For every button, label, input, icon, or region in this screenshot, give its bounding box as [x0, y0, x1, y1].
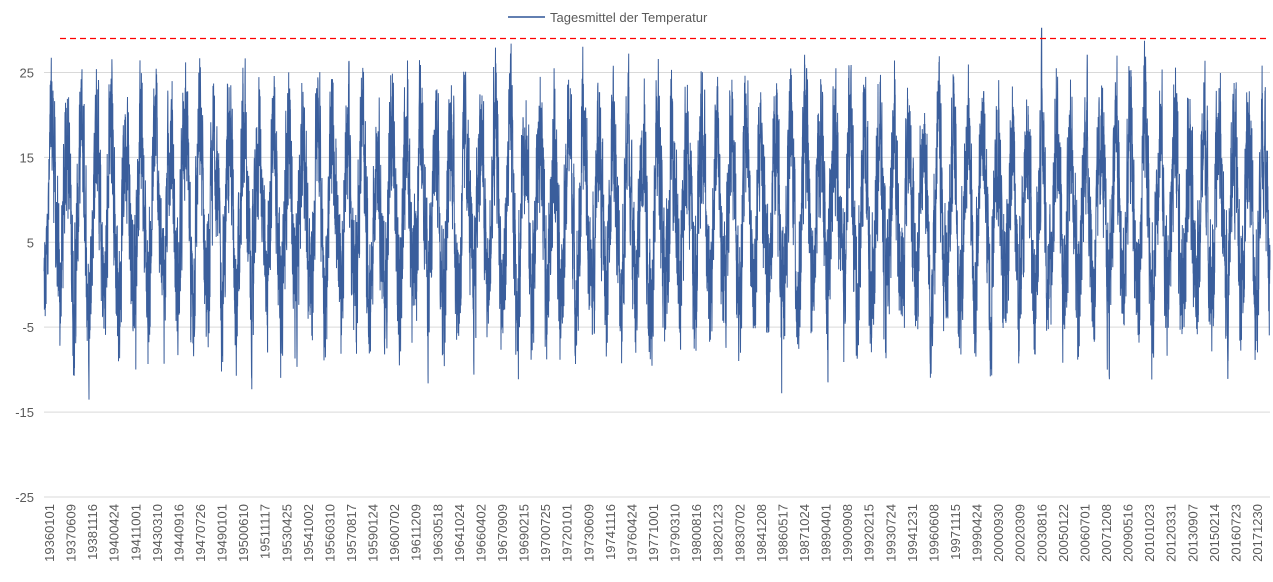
x-tick-label: 19990424 [970, 504, 985, 562]
legend-label: Tagesmittel der Temperatur [550, 10, 708, 25]
x-tick-label: 20050122 [1056, 504, 1071, 562]
x-tick-label: 19530425 [279, 504, 294, 562]
x-tick-label: 19611209 [409, 504, 424, 561]
x-tick-label: 20150214 [1207, 504, 1222, 562]
x-tick-label: 19511117 [258, 504, 273, 559]
legend: Tagesmittel der Temperatur [508, 10, 708, 25]
y-tick-label: 5 [27, 235, 34, 250]
x-tick-label: 19820123 [711, 504, 726, 562]
x-tick-label: 20071208 [1099, 504, 1114, 562]
x-tick-label: 19920215 [862, 504, 877, 562]
x-tick-label: 20030816 [1034, 504, 1049, 562]
x-tick-label: 19560310 [322, 504, 337, 562]
y-tick-label: -25 [15, 490, 34, 505]
x-tick-label: 19660402 [473, 504, 488, 562]
y-tick-label: -15 [15, 405, 34, 420]
series-temperature [43, 27, 1271, 400]
x-tick-label: 19490101 [215, 504, 230, 562]
x-tick-label: 19941231 [905, 504, 920, 562]
x-tick-label: 19830702 [732, 504, 747, 562]
x-tick-label: 19670909 [495, 504, 510, 562]
y-axis-ticks: 25 15 5 -5 -15 -25 [15, 65, 34, 505]
x-tick-label: 19570817 [344, 504, 359, 562]
x-tick-label: 19760424 [624, 504, 639, 562]
x-tick-label: 19400424 [107, 504, 122, 562]
x-tick-label: 19700725 [538, 504, 553, 562]
x-tick-label: 19500610 [236, 504, 251, 562]
x-tick-label: 19641024 [452, 504, 467, 562]
x-tick-label: 19841208 [754, 504, 769, 562]
x-tick-label: 19600702 [387, 504, 402, 562]
x-tick-label: 19630518 [430, 504, 445, 562]
x-tick-label: 19930724 [883, 504, 898, 562]
y-tick-label: 15 [20, 150, 34, 165]
y-tick-label: -5 [22, 320, 34, 335]
x-tick-label: 19440916 [171, 504, 186, 562]
x-tick-label: 20101023 [1142, 504, 1157, 562]
x-tick-label: 20020309 [1013, 504, 1028, 562]
x-tick-label: 19720101 [560, 504, 575, 562]
y-tick-label: 25 [20, 65, 34, 80]
x-tick-label: 19690215 [517, 504, 532, 562]
x-tick-label: 19381116 [85, 504, 100, 560]
x-tick-label: 19360101 [42, 504, 57, 562]
x-tick-label: 20171230 [1250, 504, 1265, 562]
x-tick-label: 19960608 [926, 504, 941, 562]
x-tick-label: 19370609 [64, 504, 79, 562]
x-tick-label: 19900908 [840, 504, 855, 562]
x-tick-label: 20120331 [1164, 504, 1179, 562]
x-tick-label: 19890401 [819, 504, 834, 562]
x-tick-label: 19971115 [948, 504, 963, 560]
x-tick-label: 19871024 [797, 504, 812, 562]
x-tick-label: 19741116 [603, 504, 618, 560]
x-tick-label: 19790310 [668, 504, 683, 562]
x-tick-label: 20000930 [991, 504, 1006, 562]
x-tick-label: 20060701 [1077, 504, 1092, 562]
series-line [43, 27, 1271, 400]
x-tick-label: 20160723 [1228, 504, 1243, 562]
x-tick-label: 20090516 [1121, 504, 1136, 562]
x-axis-ticks: 19360101 19370609 19381116 19400424 19411001… [42, 504, 1265, 562]
x-tick-label: 19411001 [128, 504, 143, 561]
x-tick-label: 19590124 [366, 504, 381, 562]
x-tick-label: 20130907 [1185, 504, 1200, 562]
x-tick-label: 19800816 [689, 504, 704, 562]
x-tick-label: 19541002 [301, 504, 316, 562]
x-tick-label: 19430310 [150, 504, 165, 562]
x-tick-label: 19771001 [646, 504, 661, 562]
x-tick-label: 19860517 [775, 504, 790, 562]
x-tick-label: 19470726 [193, 504, 208, 562]
x-tick-label: 19730609 [581, 504, 596, 562]
